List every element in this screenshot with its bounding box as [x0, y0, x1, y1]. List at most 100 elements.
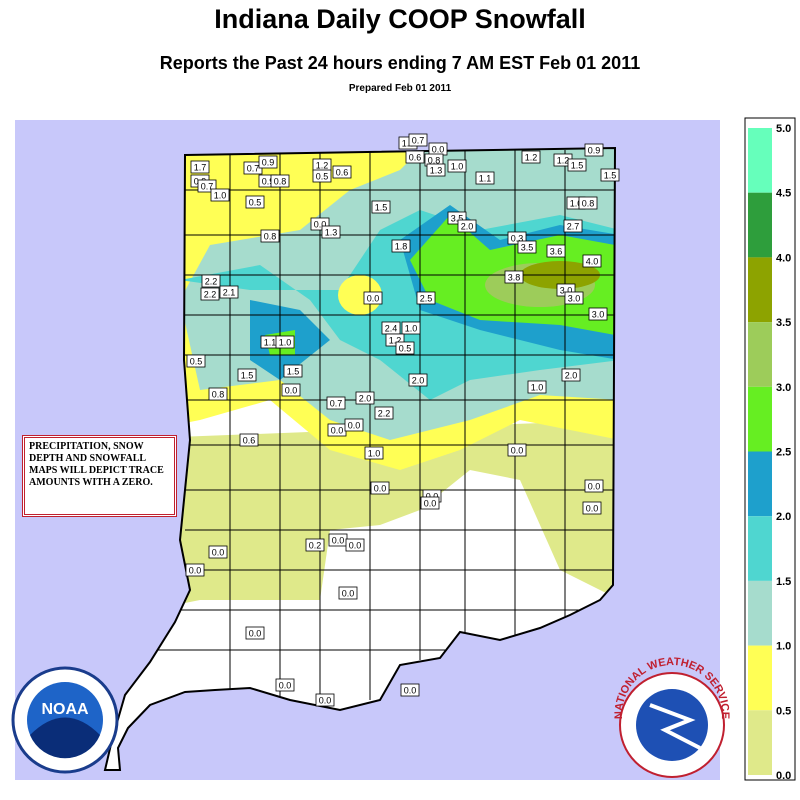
station-box: [344, 418, 364, 432]
station-value: 0.6: [243, 436, 256, 446]
station-value: 0.7: [247, 164, 260, 174]
noaa-logo: NOAA: [11, 666, 119, 774]
station: 1.0: [210, 188, 230, 202]
note-box: PRECIPITATION, SNOW DEPTH AND SNOWFALL M…: [22, 435, 177, 517]
station-value: 2.4: [385, 324, 398, 334]
station-box: [563, 219, 583, 233]
station: 0.6: [332, 165, 352, 179]
station-value: 0.0: [189, 566, 202, 576]
station-value: 3.0: [592, 310, 605, 320]
station: 1.3: [321, 225, 341, 239]
station-box: [245, 626, 265, 640]
station-value: 0.0: [588, 482, 601, 492]
station: 1.5: [237, 368, 257, 382]
station-value: 1.2: [525, 153, 538, 163]
station-box: [186, 354, 206, 368]
station-value: 0.0: [332, 536, 345, 546]
station: 2.4: [381, 321, 401, 335]
station-box: [588, 307, 608, 321]
station-value: 0.0: [348, 421, 361, 431]
station-value: 0.0: [426, 492, 439, 502]
station-box: [521, 150, 541, 164]
prepared-date: Prepared Feb 01 2011: [348, 83, 452, 94]
station-value: 0.0: [212, 548, 225, 558]
station-box: [239, 433, 259, 447]
station-value: 2.0: [359, 394, 372, 404]
station-value: 4.0: [586, 257, 599, 267]
station-box: [312, 169, 332, 183]
station-value: 0.7: [201, 182, 214, 192]
station-value: 1.5: [571, 161, 584, 171]
station: 0.0: [420, 496, 440, 510]
station-value: 2.1: [223, 288, 236, 298]
legend-band: [748, 710, 772, 775]
legend-label: 1.0: [776, 641, 791, 653]
legend-label: 3.0: [776, 382, 791, 394]
station-value: 1.2: [316, 161, 329, 171]
station-box: [408, 373, 428, 387]
legend-band: [748, 451, 772, 517]
legend-label: 0.0: [776, 770, 791, 782]
station-box: [185, 563, 205, 577]
station-value: 2.2: [205, 277, 218, 287]
station: 1.0: [275, 335, 295, 349]
station-box: [426, 163, 446, 177]
station-value: 0.2: [309, 541, 322, 551]
station-box: [567, 158, 587, 172]
station-box: [208, 387, 228, 401]
station-value: 0.3: [511, 234, 524, 244]
station: 0.0: [344, 418, 364, 432]
station: 0.5: [245, 195, 265, 209]
station: 1.3: [426, 163, 446, 177]
station-value: 3.5: [451, 214, 464, 224]
station: 2.2: [374, 406, 394, 420]
station-box: [600, 168, 620, 182]
station-box: [457, 219, 477, 233]
station: 1.5: [283, 364, 303, 378]
station-box: [401, 321, 421, 335]
station: 1.0: [364, 446, 384, 460]
station: 1.0: [527, 380, 547, 394]
station: 0.0: [338, 586, 358, 600]
station-value: 1.2: [557, 156, 570, 166]
station-box: [584, 143, 604, 157]
station-value: 0.0: [404, 686, 417, 696]
station-box: [208, 545, 228, 559]
station-value: 1.1: [264, 338, 277, 348]
station-box: [332, 165, 352, 179]
station: 0.6: [405, 150, 425, 164]
station-box: [561, 368, 581, 382]
station-box: [582, 501, 602, 515]
station-value: 0.8: [212, 390, 225, 400]
station-box: [546, 244, 566, 258]
legend: 5.0 4.5 4.0 3.5 3.0 2.5 2.0 1.5 1.0 0.5 0.0: [744, 117, 796, 782]
station-box: [391, 239, 411, 253]
station: 0.0: [328, 533, 348, 547]
station-value: 1.5: [287, 367, 300, 377]
station: 3.5: [517, 240, 537, 254]
station-box: [517, 240, 537, 254]
station-box: [584, 479, 604, 493]
station: 2.0: [408, 373, 428, 387]
station-value: 0.0: [586, 504, 599, 514]
noaa-text: NOAA: [41, 701, 89, 718]
station: 0.0: [584, 479, 604, 493]
station: 1.2: [312, 158, 332, 172]
station-value: 0.9: [262, 158, 275, 168]
station: 0.0: [185, 563, 205, 577]
station-box: [315, 693, 335, 707]
station-box: [210, 188, 230, 202]
station-box: [371, 200, 391, 214]
station: 1.0: [447, 159, 467, 173]
station: 4.0: [582, 254, 602, 268]
station-box: [405, 150, 425, 164]
station-value: 1.0: [531, 383, 544, 393]
station-value: 1.5: [604, 171, 617, 181]
station-value: 0.0: [432, 145, 445, 155]
station-box: [201, 274, 221, 288]
legend-band: [748, 128, 772, 193]
station-value: 0.0: [424, 499, 437, 509]
station: 2.2: [200, 287, 220, 301]
station-value: 2.0: [565, 371, 578, 381]
